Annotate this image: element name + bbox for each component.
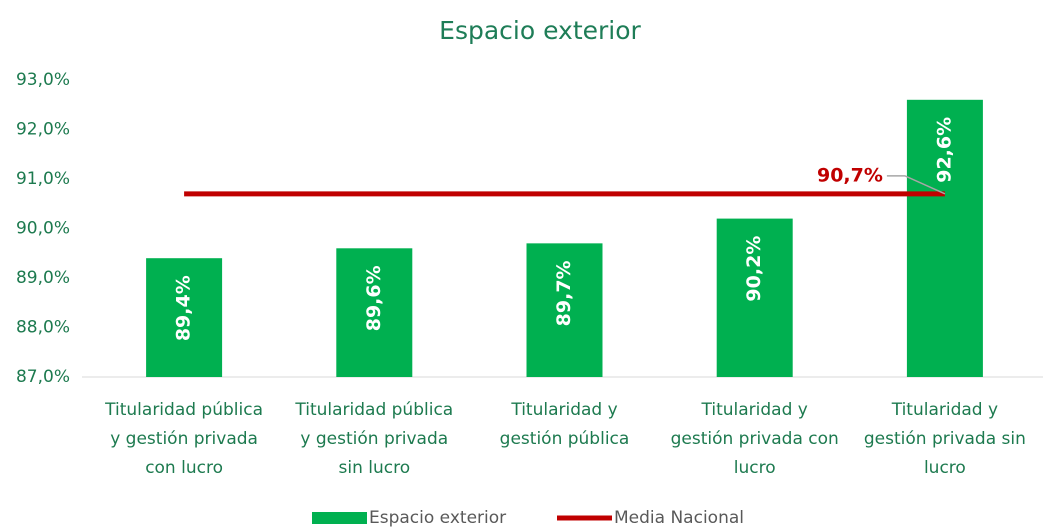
bar: [906, 99, 983, 378]
x-tick-label: Titularidad y gestión pública: [500, 400, 630, 449]
y-tick-label: 89,0%: [16, 268, 70, 288]
y-tick-label: 92,0%: [16, 120, 70, 140]
legend-label: Media Nacional: [614, 508, 744, 528]
x-tick-label: Titularidad y gestión privada sin lucro: [864, 400, 1026, 478]
bar: [146, 258, 223, 377]
x-tick-label: Titularidad y gestión privada con lucro: [671, 400, 839, 478]
leader-line: [886, 175, 946, 195]
y-tick-label: 88,0%: [16, 318, 70, 338]
bar: [526, 243, 603, 377]
bar: [716, 218, 793, 377]
bar: [336, 248, 413, 377]
x-tick-label: Titularidad pública y gestión privada sin …: [294, 400, 453, 478]
chart-title: Espacio exterior: [439, 16, 641, 45]
y-tick-label: 91,0%: [16, 169, 70, 189]
legend-swatch: [312, 512, 367, 524]
bar-value-label: 89,4%: [173, 275, 195, 341]
legend-label: Espacio exterior: [369, 508, 506, 528]
bar-value-label: 92,6%: [933, 117, 955, 183]
y-tick-label: 90,0%: [16, 219, 70, 239]
y-tick-label: 93,0%: [16, 70, 70, 90]
bar-value-label: 90,2%: [743, 236, 765, 302]
y-tick-label: 87,0%: [16, 367, 70, 387]
bar-value-label: 89,6%: [363, 265, 385, 331]
bar-value-label: 89,7%: [553, 260, 575, 326]
x-tick-label: Titularidad pública y gestión privada con …: [104, 400, 263, 478]
line-value-label: 90,7%: [817, 164, 883, 186]
